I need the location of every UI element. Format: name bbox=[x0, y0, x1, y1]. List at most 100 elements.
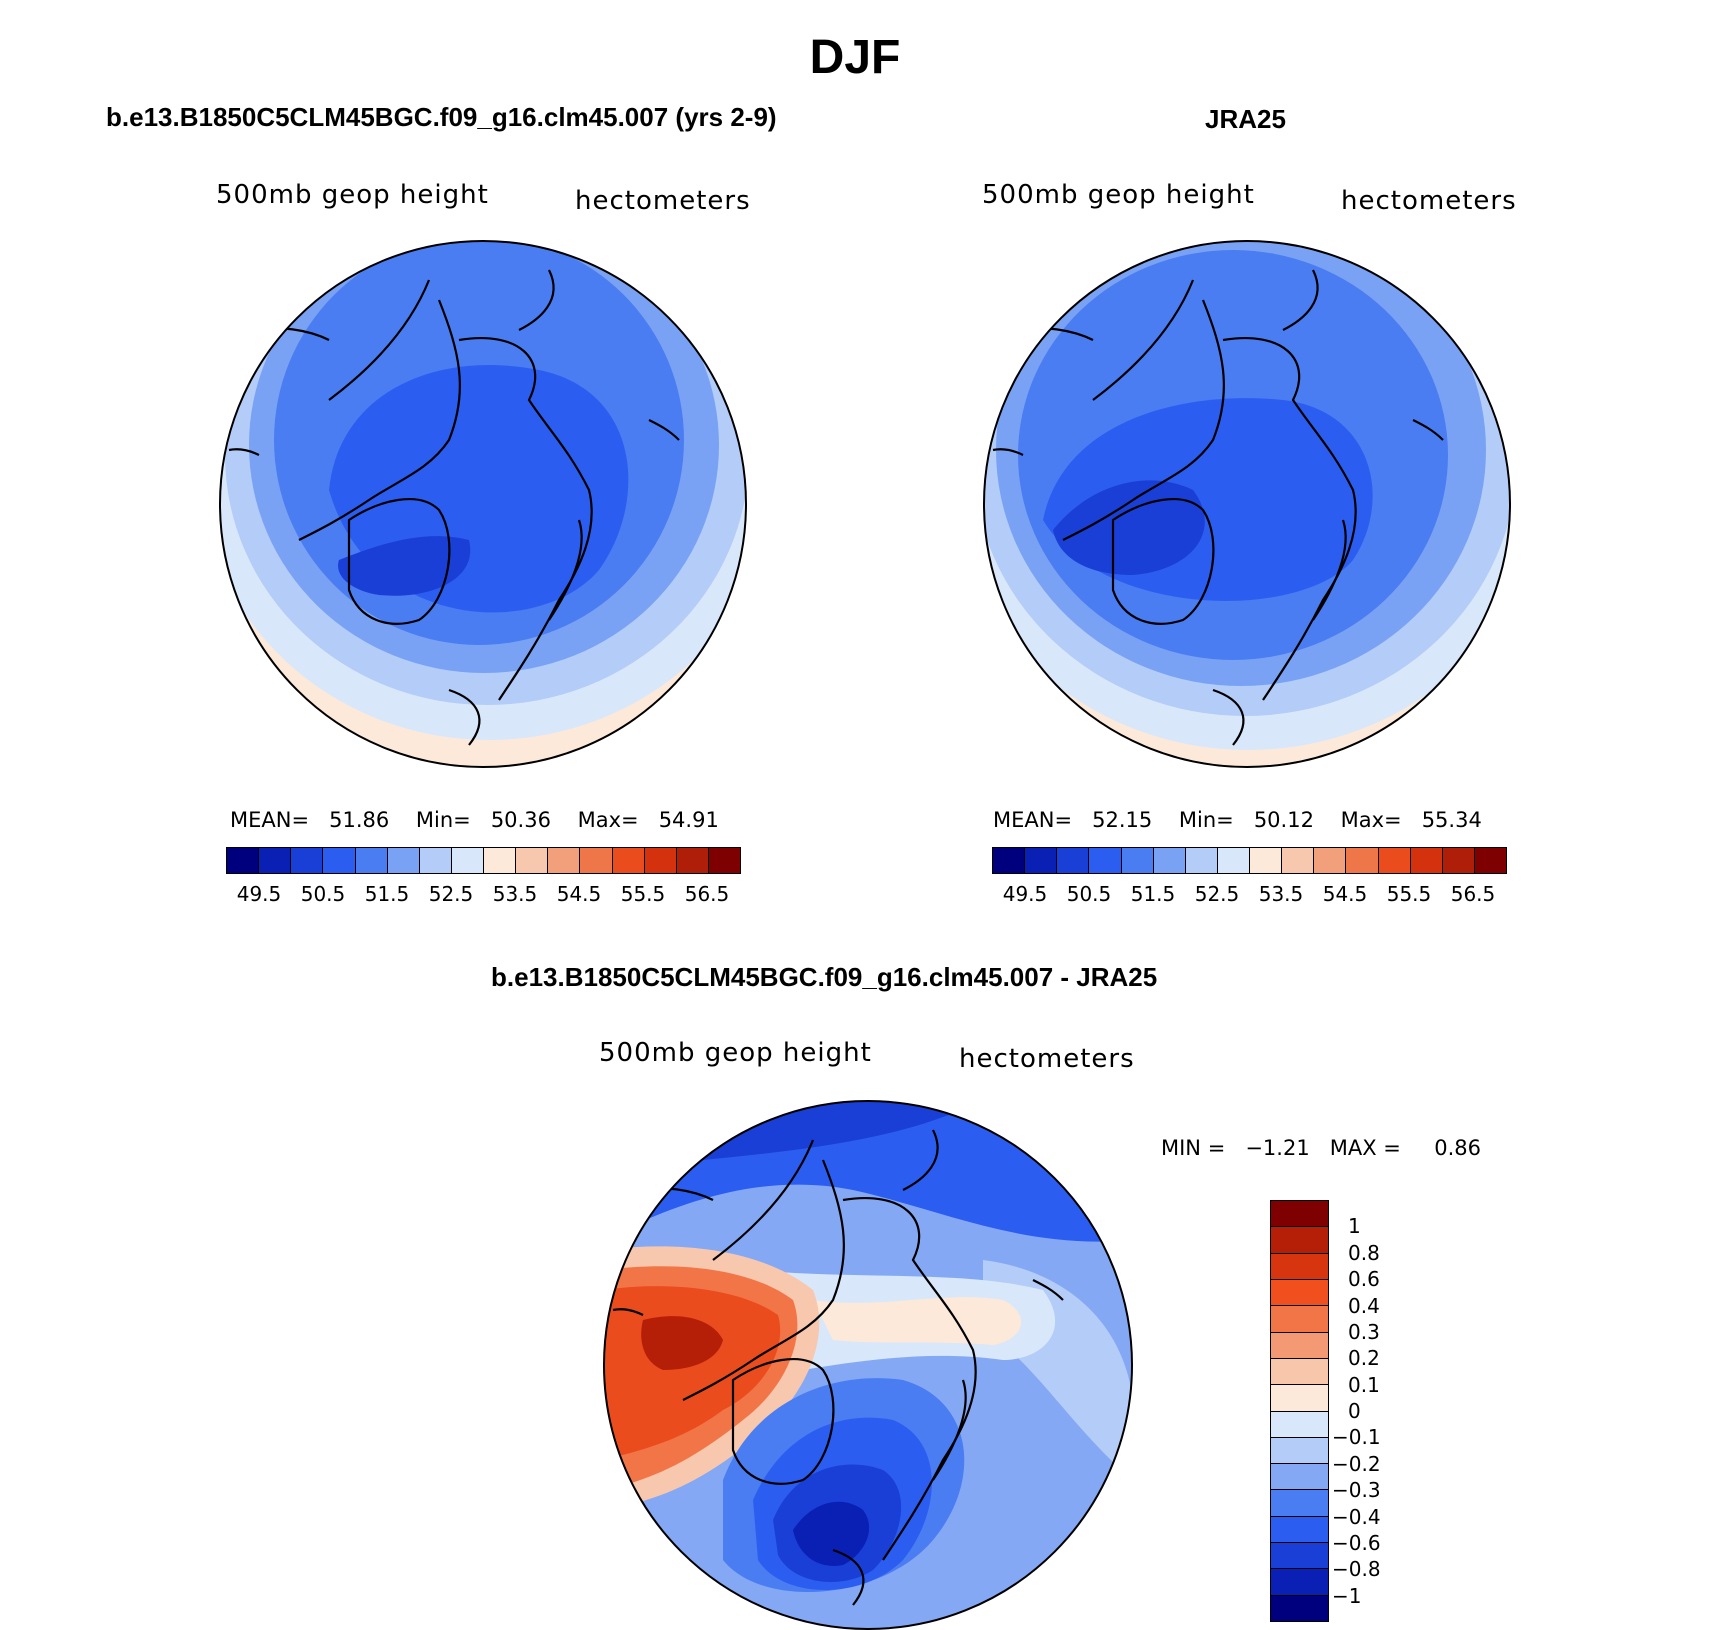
colorbar-swatch bbox=[1271, 1569, 1328, 1596]
colorbar-tick-label: 0.6 bbox=[1348, 1267, 1380, 1292]
colorbar-tick-label: 0.3 bbox=[1348, 1319, 1380, 1344]
colorbar-swatch bbox=[1271, 1516, 1328, 1544]
colorbar-swatch bbox=[993, 848, 1026, 873]
colorbar-tick-label: 54.5 bbox=[556, 882, 602, 906]
variable-label: 500mb geop height bbox=[982, 180, 1255, 210]
colorbar-swatch bbox=[227, 848, 260, 873]
colorbar-swatch bbox=[1410, 848, 1443, 873]
colorbar-swatch bbox=[484, 848, 517, 873]
colorbar-swatch bbox=[1271, 1358, 1328, 1386]
colorbar-tick-label: 50.5 bbox=[1066, 882, 1112, 906]
units-label: hectometers bbox=[1341, 186, 1517, 216]
colorbar-tick-label: 53.5 bbox=[1258, 882, 1304, 906]
colorbar-swatch bbox=[419, 848, 452, 873]
colorbar-swatch bbox=[1378, 848, 1411, 873]
colorbar-swatch bbox=[1271, 1227, 1328, 1254]
colorbar-swatch bbox=[644, 848, 677, 873]
colorbar-tick-label: 55.5 bbox=[1386, 882, 1432, 906]
colorbar-tick-label: −0.2 bbox=[1332, 1451, 1381, 1476]
colorbar-swatch bbox=[387, 848, 420, 873]
colorbar-swatch bbox=[1271, 1490, 1328, 1517]
figure-title: DJF bbox=[809, 31, 901, 84]
variable-label: 500mb geop height bbox=[599, 1038, 872, 1068]
colorbar-swatch bbox=[1271, 1279, 1328, 1307]
colorbar-swatch bbox=[259, 848, 292, 873]
colorbar-tick-label: 0.2 bbox=[1348, 1346, 1380, 1371]
colorbar-swatch bbox=[1271, 1411, 1328, 1438]
colorbar-tick-label: 53.5 bbox=[492, 882, 538, 906]
colorbar-swatch bbox=[1217, 848, 1250, 873]
colorbar-tick-label: 50.5 bbox=[300, 882, 346, 906]
colorbar-swatch bbox=[1314, 848, 1347, 873]
colorbar-tick-label: −0.8 bbox=[1332, 1557, 1381, 1582]
colorbar-tick-label: 56.5 bbox=[1450, 882, 1496, 906]
stats-line-model: MEAN= 51.86 Min= 50.36 Max= 54.91 bbox=[230, 808, 719, 832]
colorbar-swatch bbox=[1089, 848, 1122, 873]
colorbar-model bbox=[226, 847, 741, 874]
colorbar-swatch bbox=[1271, 1201, 1328, 1228]
colorbar-tick-label: 52.5 bbox=[1194, 882, 1240, 906]
colorbar-swatch bbox=[1121, 848, 1154, 873]
colorbar-tick-label: 55.5 bbox=[620, 882, 666, 906]
stats-line-reference: MEAN= 52.15 Min= 50.12 Max= 55.34 bbox=[993, 808, 1482, 832]
colorbar-swatch bbox=[1271, 1332, 1328, 1359]
colorbar-swatch bbox=[708, 848, 740, 873]
colorbar-tick-label: 0 bbox=[1348, 1399, 1361, 1423]
units-label: hectometers bbox=[575, 186, 751, 216]
colorbar-swatch bbox=[1474, 848, 1506, 873]
colorbar-swatch bbox=[1271, 1253, 1328, 1280]
colorbar-tick-label: −0.3 bbox=[1332, 1478, 1381, 1503]
colorbar-swatch bbox=[1346, 848, 1379, 873]
colorbar-difference bbox=[1270, 1200, 1329, 1622]
colorbar-tick-label: 0.1 bbox=[1348, 1372, 1380, 1397]
colorbar-swatch bbox=[1442, 848, 1475, 873]
colorbar-swatch bbox=[355, 848, 388, 873]
colorbar-swatch bbox=[676, 848, 709, 873]
colorbar-swatch bbox=[548, 848, 581, 873]
polar-map-difference bbox=[603, 1100, 1133, 1630]
variable-label: 500mb geop height bbox=[216, 180, 489, 210]
colorbar-swatch bbox=[1271, 1306, 1328, 1333]
colorbar-swatch bbox=[1250, 848, 1283, 873]
colorbar-ticks-reference: 49.5 50.5 51.5 52.5 53.5 54.5 55.5 56.5 bbox=[993, 882, 1505, 906]
colorbar-tick-label: 51.5 bbox=[364, 882, 410, 906]
colorbar-tick-label: −0.6 bbox=[1332, 1530, 1381, 1555]
colorbar-swatch bbox=[1057, 848, 1090, 873]
colorbar-tick-label: −0.1 bbox=[1332, 1425, 1381, 1450]
colorbar-swatch bbox=[516, 848, 549, 873]
colorbar-tick-label: 51.5 bbox=[1130, 882, 1176, 906]
colorbar-swatch bbox=[1185, 848, 1218, 873]
panel-title-difference: b.e13.B1850C5CLM45BGC.f09_g16.clm45.007 … bbox=[491, 962, 1158, 992]
colorbar-swatch bbox=[1282, 848, 1315, 873]
colorbar-swatch bbox=[1271, 1543, 1328, 1570]
colorbar-tick-label: 56.5 bbox=[684, 882, 730, 906]
colorbar-tick-label: 54.5 bbox=[1322, 882, 1368, 906]
colorbar-tick-label: −1 bbox=[1332, 1583, 1362, 1608]
colorbar-swatch bbox=[580, 848, 613, 873]
colorbar-tick-label: 0.8 bbox=[1348, 1240, 1380, 1265]
colorbar-tick-label: 1 bbox=[1348, 1214, 1361, 1239]
colorbar-tick-label: −0.4 bbox=[1332, 1504, 1381, 1529]
panel-title-reference: JRA25 bbox=[1205, 104, 1286, 134]
colorbar-swatch bbox=[612, 848, 645, 873]
colorbar-swatch bbox=[1153, 848, 1186, 873]
colorbar-swatch bbox=[1271, 1464, 1328, 1491]
colorbar-swatch bbox=[1271, 1595, 1328, 1621]
panel-title-model: b.e13.B1850C5CLM45BGC.f09_g16.clm45.007 … bbox=[106, 102, 777, 132]
colorbar-swatch bbox=[323, 848, 356, 873]
units-label: hectometers bbox=[959, 1044, 1135, 1074]
colorbar-swatch bbox=[1271, 1385, 1328, 1412]
colorbar-swatch bbox=[451, 848, 484, 873]
colorbar-swatch bbox=[1025, 848, 1058, 873]
colorbar-tick-label: 49.5 bbox=[1002, 882, 1048, 906]
colorbar-tick-label: 52.5 bbox=[428, 882, 474, 906]
colorbar-ticks-model: 49.5 50.5 51.5 52.5 53.5 54.5 55.5 56.5 bbox=[227, 882, 739, 906]
colorbar-tick-label: 49.5 bbox=[236, 882, 282, 906]
polar-map-model bbox=[219, 240, 747, 768]
polar-map-reference bbox=[983, 240, 1511, 768]
colorbar-reference bbox=[992, 847, 1507, 874]
stats-line-difference: MIN = −1.21 MAX = 0.86 bbox=[1161, 1136, 1482, 1160]
colorbar-swatch bbox=[1271, 1437, 1328, 1465]
colorbar-swatch bbox=[291, 848, 324, 873]
colorbar-tick-label: 0.4 bbox=[1348, 1293, 1380, 1318]
